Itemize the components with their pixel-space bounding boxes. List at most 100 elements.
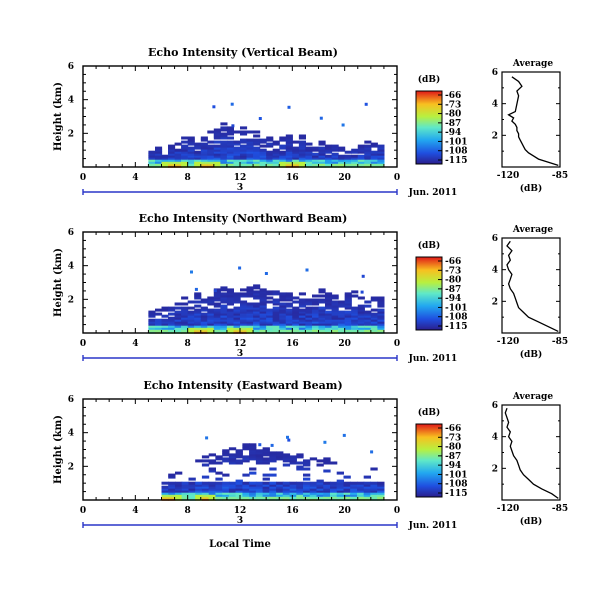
echo-cell (285, 302, 293, 306)
echo-cell (249, 451, 257, 455)
echo-cell (155, 160, 163, 164)
echo-cell (325, 158, 333, 162)
echo-cell (226, 316, 234, 320)
echo-cell (318, 324, 326, 328)
echo-cell (200, 306, 208, 310)
echo-cell (242, 483, 250, 487)
echo-cell (292, 316, 300, 320)
colorbar (415, 423, 443, 498)
echo-cell (168, 326, 176, 330)
echo-cell (331, 314, 339, 318)
echo-cell (323, 491, 331, 495)
echo-cell (364, 320, 372, 324)
echo-cell (161, 318, 169, 322)
echo-cell (240, 150, 248, 154)
echo-cell (220, 306, 228, 310)
echo-cell (357, 310, 365, 314)
echo-cell (287, 105, 291, 109)
echo-cell (253, 146, 261, 150)
echo-cell (357, 150, 365, 154)
echo-cell (148, 310, 156, 314)
echo-cell (226, 144, 234, 148)
echo-cell (213, 304, 221, 308)
echo-cell (325, 146, 333, 150)
average-x-tick-label: -120 (497, 337, 520, 347)
echo-cell (309, 481, 318, 485)
echo-cell (233, 330, 241, 334)
echo-cell (255, 459, 264, 463)
echo-cell (187, 326, 195, 330)
echo-cell (222, 483, 230, 487)
echo-cell (303, 485, 311, 489)
echo-cell (213, 314, 221, 318)
echo-cell (259, 330, 267, 334)
echo-cell (148, 314, 156, 318)
echo-cell (207, 146, 215, 150)
echo-cell (336, 481, 344, 485)
echo-cell (316, 483, 324, 487)
colorbar-tick-label: -115 (445, 156, 468, 166)
colorbar (415, 90, 443, 165)
echo-cell (175, 483, 183, 487)
echo-cell (357, 306, 365, 310)
echo-cell (181, 160, 189, 164)
echo-cell (289, 491, 297, 495)
echo-cell (351, 316, 359, 320)
echo-cell (303, 491, 311, 495)
echo-cell (259, 160, 267, 164)
echo-cell (228, 485, 237, 489)
echo-cell (331, 300, 339, 304)
echo-cell (331, 326, 339, 330)
echo-cell (181, 491, 189, 495)
echo-cell (161, 495, 169, 499)
colorbar-tick-label: -80 (445, 443, 461, 453)
echo-cell (181, 136, 189, 140)
echo-cell (272, 316, 280, 320)
echo-cell (226, 290, 234, 294)
echo-cell (338, 310, 346, 314)
echo-cell (246, 142, 254, 146)
echo-cell (357, 497, 365, 501)
echo-cell (200, 150, 208, 154)
echo-cell (262, 493, 270, 497)
echo-cell (350, 487, 358, 491)
echo-cell (253, 286, 261, 290)
echo-cell (208, 497, 216, 501)
echo-cell (240, 302, 248, 306)
echo-cell (351, 150, 359, 154)
echo-cell (207, 326, 215, 330)
echo-cell (226, 324, 234, 328)
echo-cell (226, 154, 234, 158)
echo-cell (279, 308, 287, 312)
echo-cell (351, 310, 359, 314)
average-x-label: (dB) (520, 183, 542, 194)
echo-cell (188, 491, 196, 495)
echo-cell (246, 148, 254, 152)
echo-cell (240, 328, 248, 332)
echo-cell (249, 487, 257, 491)
x-tick-label: 0 (80, 506, 86, 516)
echo-cell (240, 300, 248, 304)
echo-cell (377, 320, 385, 324)
echo-cell (187, 160, 195, 164)
echo-cell (318, 320, 326, 324)
echo-cell (357, 328, 365, 332)
echo-cell (187, 146, 195, 150)
echo-cell (325, 320, 333, 324)
colorbar-tick-label: -66 (445, 424, 461, 434)
echo-cell (305, 268, 309, 272)
echo-cell (240, 160, 248, 164)
y-tick-label: 4 (68, 429, 74, 439)
echo-cell (266, 292, 274, 296)
x-axis: 0 4 8 12 16 20 0 (80, 399, 400, 516)
echo-cell (285, 308, 293, 312)
echo-cell (233, 142, 241, 146)
echo-cell (357, 146, 365, 150)
echo-cell (262, 457, 270, 461)
echo-cell (272, 330, 280, 334)
echo-cell (370, 318, 378, 322)
echo-cell (233, 318, 241, 322)
echo-cell (246, 160, 254, 164)
echo-cell (262, 449, 270, 453)
